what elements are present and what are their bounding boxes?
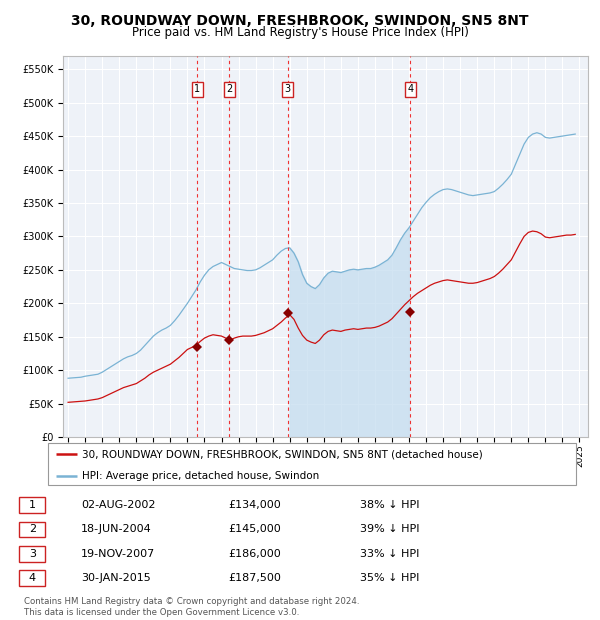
Text: 4: 4 — [407, 84, 413, 94]
Text: £145,000: £145,000 — [228, 525, 281, 534]
Text: 38% ↓ HPI: 38% ↓ HPI — [360, 500, 419, 510]
Text: 2: 2 — [29, 525, 36, 534]
Text: 18-JUN-2004: 18-JUN-2004 — [81, 525, 152, 534]
Text: 1: 1 — [29, 500, 36, 510]
FancyBboxPatch shape — [19, 546, 46, 562]
Text: 39% ↓ HPI: 39% ↓ HPI — [360, 525, 419, 534]
Text: HPI: Average price, detached house, Swindon: HPI: Average price, detached house, Swin… — [82, 471, 320, 480]
Text: £186,000: £186,000 — [228, 549, 281, 559]
FancyBboxPatch shape — [19, 521, 46, 538]
FancyBboxPatch shape — [19, 497, 46, 513]
Text: £134,000: £134,000 — [228, 500, 281, 510]
Text: £187,500: £187,500 — [228, 573, 281, 583]
FancyBboxPatch shape — [19, 570, 46, 586]
Text: 3: 3 — [29, 549, 36, 559]
Text: 35% ↓ HPI: 35% ↓ HPI — [360, 573, 419, 583]
Text: 30, ROUNDWAY DOWN, FRESHBROOK, SWINDON, SN5 8NT: 30, ROUNDWAY DOWN, FRESHBROOK, SWINDON, … — [71, 14, 529, 28]
Text: 19-NOV-2007: 19-NOV-2007 — [81, 549, 155, 559]
Text: 30-JAN-2015: 30-JAN-2015 — [81, 573, 151, 583]
Text: 3: 3 — [285, 84, 291, 94]
Text: 02-AUG-2002: 02-AUG-2002 — [81, 500, 155, 510]
Text: 1: 1 — [194, 84, 200, 94]
FancyBboxPatch shape — [48, 443, 576, 485]
Text: 2: 2 — [226, 84, 232, 94]
Text: 33% ↓ HPI: 33% ↓ HPI — [360, 549, 419, 559]
Text: Contains HM Land Registry data © Crown copyright and database right 2024.
This d: Contains HM Land Registry data © Crown c… — [24, 598, 359, 617]
Text: 4: 4 — [29, 573, 36, 583]
Text: 30, ROUNDWAY DOWN, FRESHBROOK, SWINDON, SN5 8NT (detached house): 30, ROUNDWAY DOWN, FRESHBROOK, SWINDON, … — [82, 449, 483, 459]
Text: Price paid vs. HM Land Registry's House Price Index (HPI): Price paid vs. HM Land Registry's House … — [131, 26, 469, 39]
